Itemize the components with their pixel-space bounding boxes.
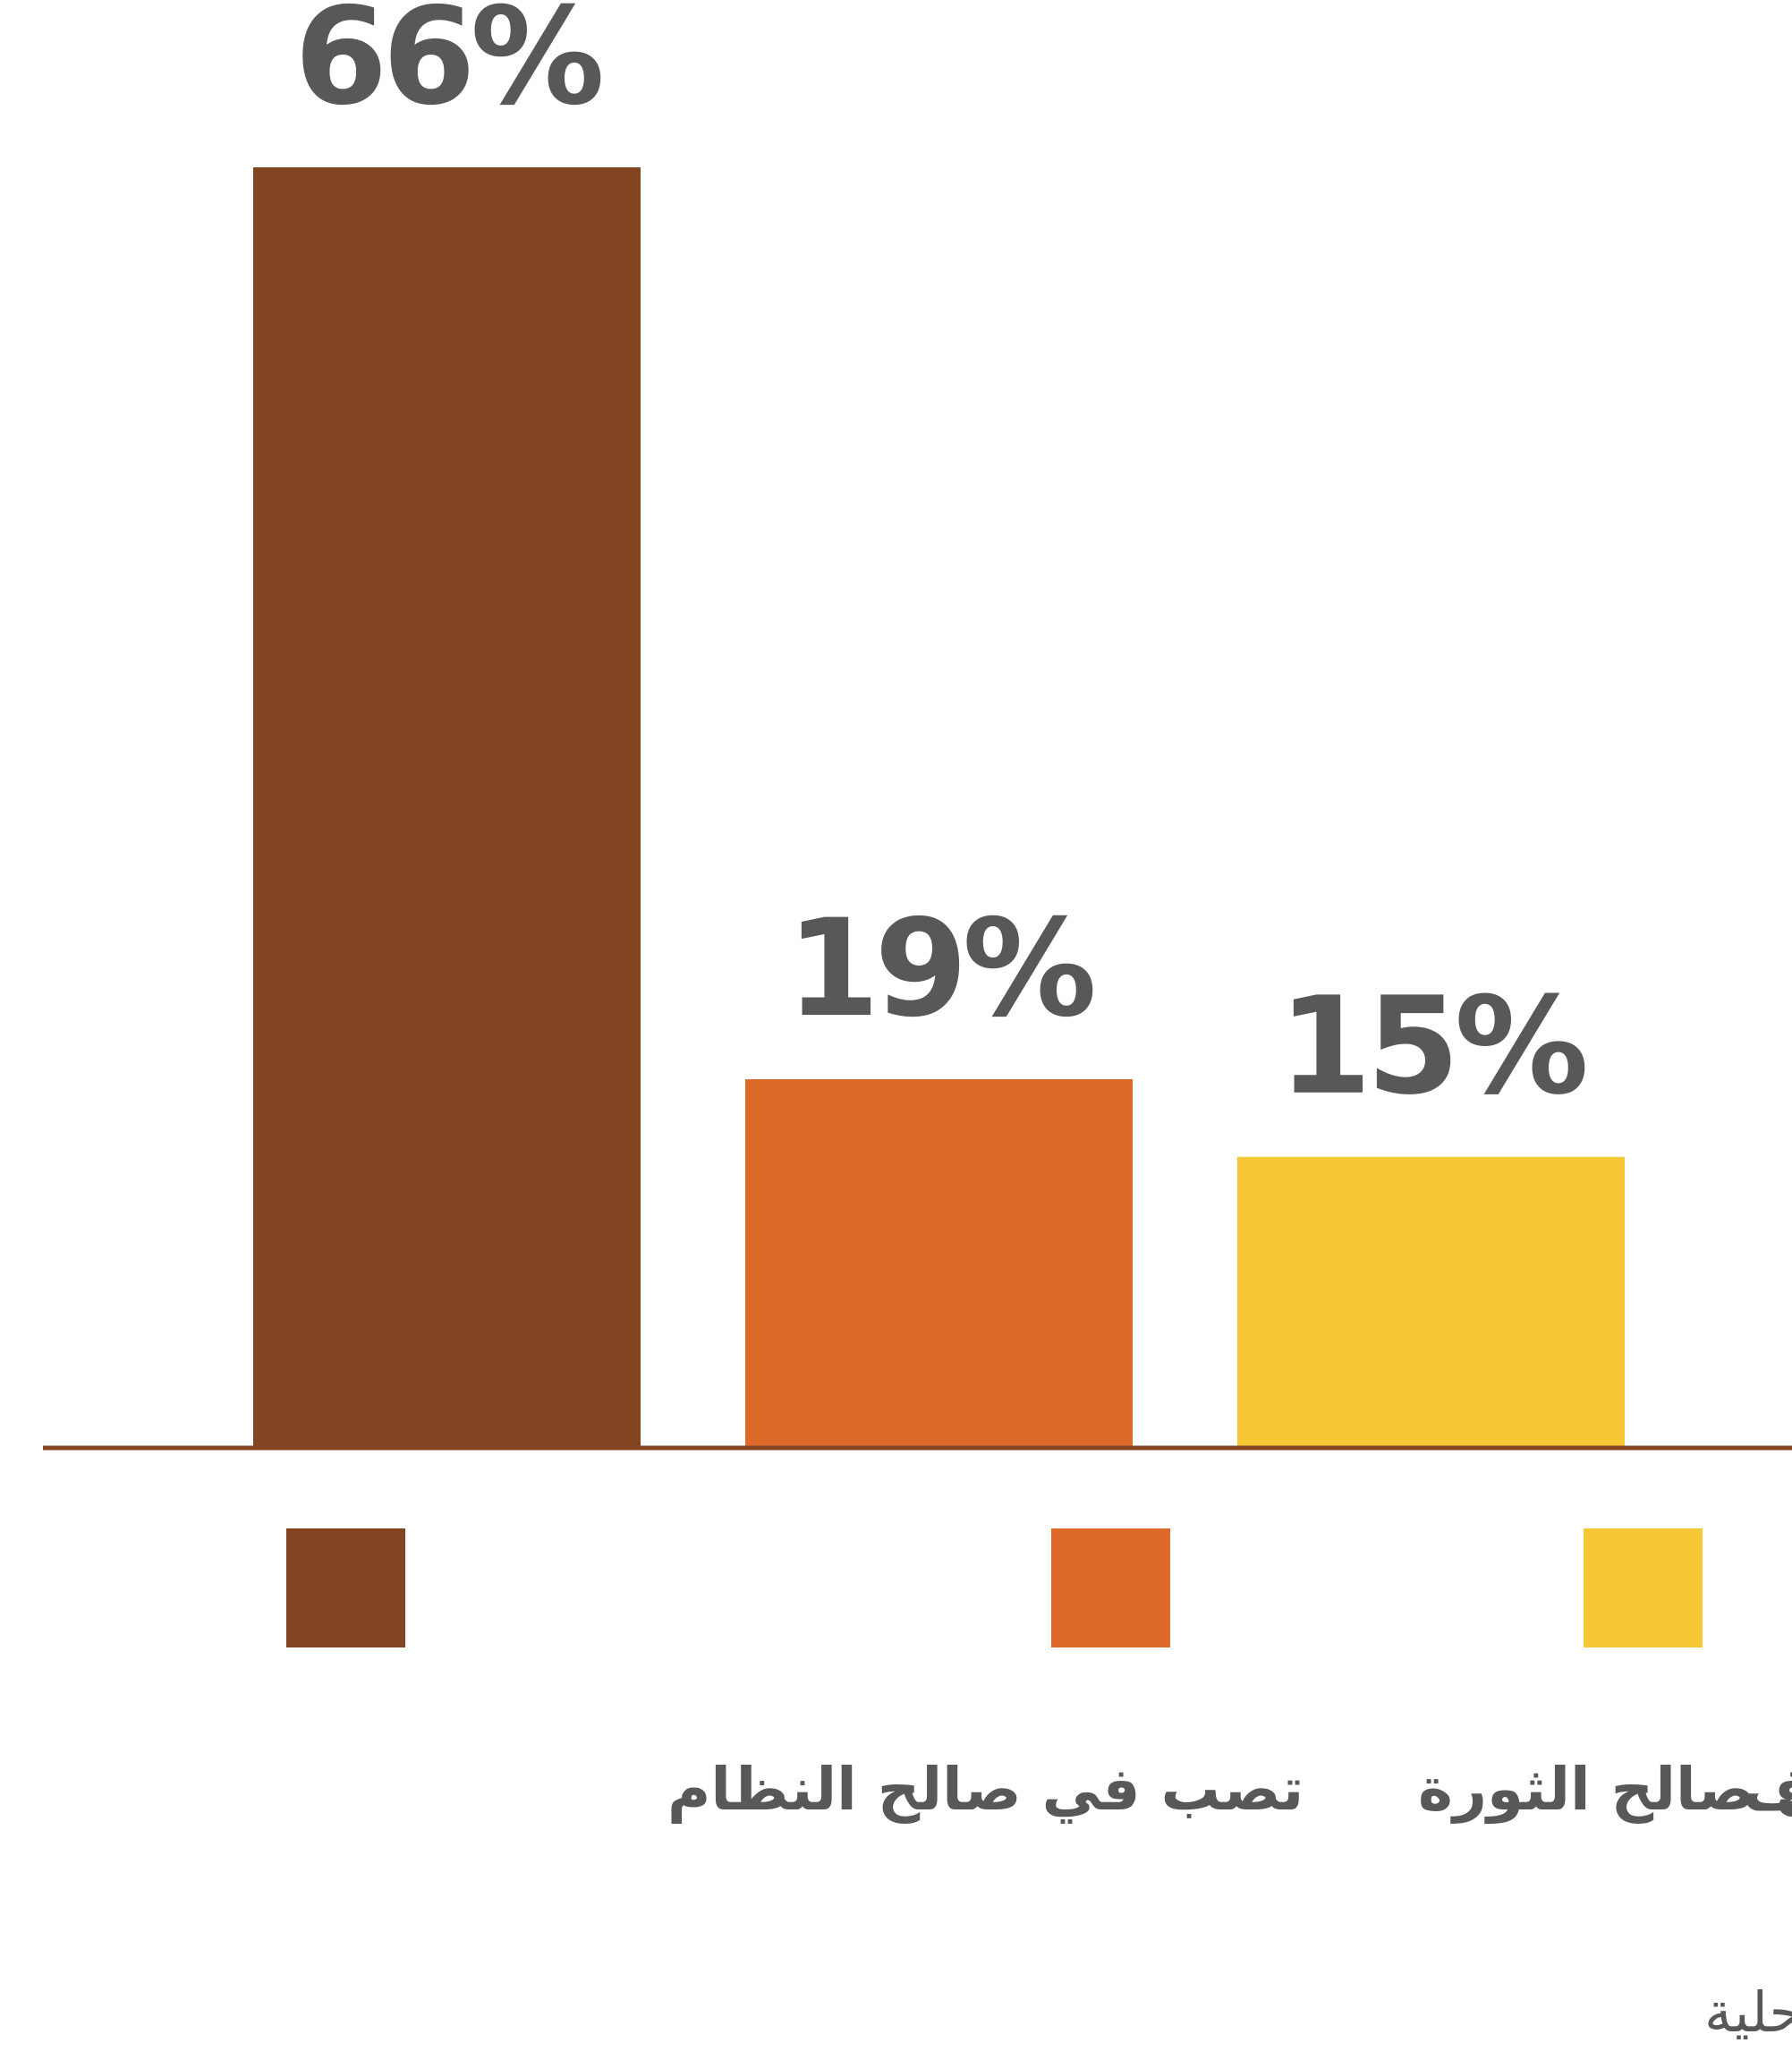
- bar-value-label: 66%: [294, 0, 601, 135]
- bars-group: [253, 167, 1625, 1448]
- legend-label: تصب في صالح الثورة: [1418, 1755, 1792, 1825]
- figure-caption: الشكل رقم (6) الموقف من اتفاقيات الهدن ا…: [1704, 1979, 1792, 2046]
- legend-swatch: [1584, 1528, 1703, 1647]
- legend-swatch: [286, 1528, 405, 1647]
- value-labels-group: 66% 19% 15%: [294, 0, 1591, 1125]
- bar: [253, 167, 641, 1448]
- legend: تصب في صالح النظام تصب في صالح الثورةلا أ…: [286, 1528, 1792, 1825]
- bar: [1237, 1156, 1625, 1448]
- bar: [745, 1079, 1133, 1448]
- bar-value-label: 19%: [786, 891, 1093, 1047]
- legend-label: تصب في صالح النظام: [667, 1755, 1304, 1825]
- legend-swatch: [1051, 1528, 1170, 1647]
- bar-value-label: 15%: [1278, 969, 1585, 1125]
- legend-label: لا أعرف: [1743, 1750, 1792, 1824]
